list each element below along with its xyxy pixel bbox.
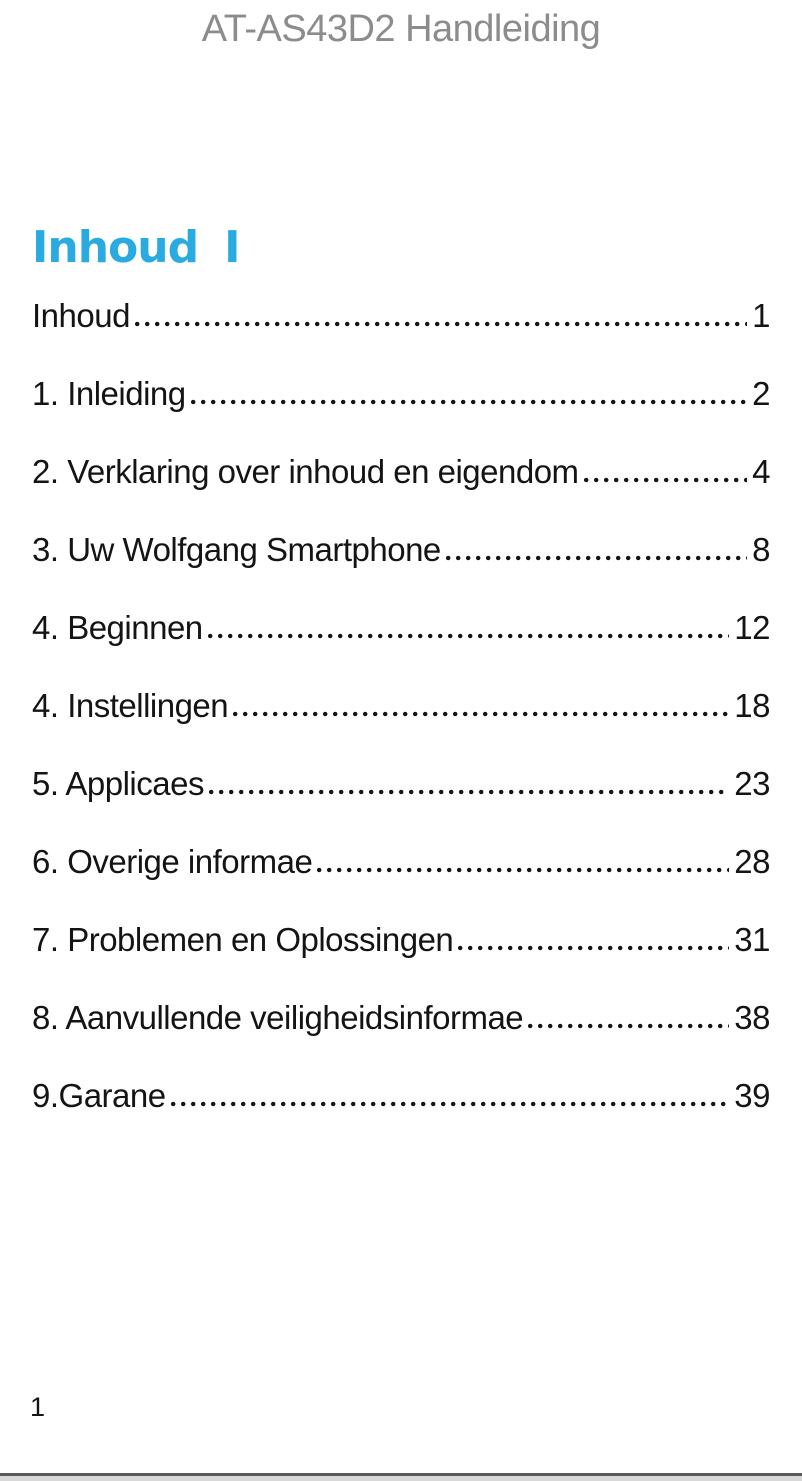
toc-entry-page: 38 <box>734 999 770 1036</box>
toc-entry-page: 23 <box>734 765 770 802</box>
toc-entry-label: 8. Aanvullende veiligheidsinformae <box>32 999 524 1036</box>
toc-entry-inleiding[interactable]: 1. Inleiding 2 <box>32 374 770 414</box>
toc-entry-page: 12 <box>734 609 770 646</box>
toc-entry-applicaties[interactable]: 5. Applicaes 23 <box>32 764 770 804</box>
bottom-divider <box>0 1473 802 1481</box>
toc-entry-label: Inhoud <box>32 297 130 334</box>
toc-leader-dots <box>233 711 730 717</box>
toc-entry-label: 4. Instellingen <box>32 687 229 724</box>
toc-entry-page: 1 <box>752 297 770 334</box>
toc-entry-page: 31 <box>734 921 770 958</box>
toc-entry-label: 7. Problemen en Oplossingen <box>32 921 454 958</box>
toc-entry-problemen[interactable]: 7. Problemen en Oplossingen 31 <box>32 920 770 960</box>
toc-entry-overige-informatie[interactable]: 6. Overige informae 28 <box>32 842 770 882</box>
toc-leader-dots <box>583 477 748 483</box>
toc-leader-dots <box>528 1023 730 1029</box>
toc-entry-garantie[interactable]: 9.Garane 39 <box>32 1076 770 1116</box>
toc-entry-inhoud[interactable]: Inhoud 1 <box>32 296 770 336</box>
toc-leader-dots <box>317 867 730 873</box>
toc-entry-page: 4 <box>752 453 770 490</box>
toc-entry-veiligheidsinformatie[interactable]: 8. Aanvullende veiligheidsinformae 38 <box>32 998 770 1038</box>
toc-entry-page: 28 <box>734 843 770 880</box>
toc-leader-dots <box>208 789 730 795</box>
toc-entry-verklaring[interactable]: 2. Verklaring over inhoud en eigendom 4 <box>32 452 770 492</box>
toc-entry-label: 2. Verklaring over inhoud en eigendom <box>32 453 579 490</box>
toc-entry-label: 9.Garane <box>32 1077 166 1114</box>
toc-heading: Inhoud I <box>32 222 802 274</box>
toc-entry-label: 4. Beginnen <box>32 609 203 646</box>
toc-leader-dots <box>170 1101 730 1107</box>
document-header-title: AT-AS43D2 Handleiding <box>201 8 601 50</box>
toc-entry-page: 8 <box>752 531 770 568</box>
toc-leader-dots <box>458 945 730 951</box>
toc-entry-label: 3. Uw Wolfgang Smartphone <box>32 531 441 568</box>
footer-page-number: 1 <box>30 1392 46 1422</box>
toc-leader-dots <box>445 555 748 561</box>
toc-entry-instellingen[interactable]: 4. Instellingen 18 <box>32 686 770 726</box>
toc-entry-page: 39 <box>734 1077 770 1114</box>
toc-entry-beginnen[interactable]: 4. Beginnen 12 <box>32 608 770 648</box>
toc-leader-dots <box>134 321 748 327</box>
toc-heading-text: Inhoud <box>32 222 199 273</box>
toc-heading-suffix: I <box>224 222 240 273</box>
toc-entry-label: 1. Inleiding <box>32 375 186 412</box>
toc-list: Inhoud 1 1. Inleiding 2 2. Verklaring ov… <box>32 296 770 1116</box>
toc-entry-label: 6. Overige informae <box>32 843 313 880</box>
toc-leader-dots <box>207 633 730 639</box>
toc-entry-label: 5. Applicaes <box>32 765 204 802</box>
toc-leader-dots <box>190 399 748 405</box>
toc-entry-page: 2 <box>752 375 770 412</box>
toc-entry-smartphone[interactable]: 3. Uw Wolfgang Smartphone 8 <box>32 530 770 570</box>
toc-entry-page: 18 <box>734 687 770 724</box>
